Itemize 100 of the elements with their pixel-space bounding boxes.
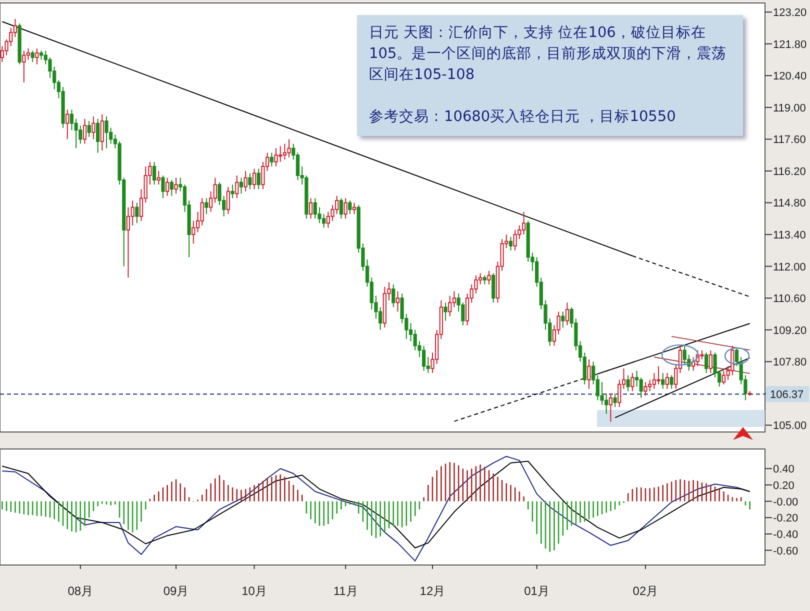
candlestick <box>482 274 486 285</box>
candlestick <box>26 48 30 60</box>
candlestick <box>730 345 734 376</box>
candlestick <box>78 125 82 144</box>
y-tick-label: 105.00 <box>773 420 807 432</box>
candlestick <box>352 202 356 215</box>
candlestick <box>682 345 686 364</box>
candlestick <box>170 180 174 196</box>
candlestick <box>344 198 348 220</box>
candlestick <box>452 290 456 308</box>
candlestick <box>392 284 396 308</box>
y-tick-label: -0.00 <box>773 496 798 508</box>
candlestick <box>613 392 617 408</box>
candlestick <box>474 274 478 294</box>
candlestick <box>661 372 665 390</box>
candlestick <box>600 382 604 406</box>
y-tick-label: 120.40 <box>773 70 807 83</box>
y-tick-label: 116.20 <box>773 166 806 178</box>
x-tick-label: 02月 <box>632 584 658 598</box>
candlestick <box>82 118 87 144</box>
candlestick <box>92 116 96 140</box>
y-tick-label: 109.20 <box>773 324 807 337</box>
candlestick <box>96 118 100 154</box>
candlestick <box>656 366 660 385</box>
candlestick <box>670 374 674 390</box>
candlestick <box>30 50 34 63</box>
candlestick <box>66 109 70 140</box>
candlestick <box>226 186 230 215</box>
candlestick <box>704 352 708 374</box>
y-tick-label: 107.80 <box>773 356 807 369</box>
candlestick <box>508 236 513 251</box>
candlestick <box>161 175 165 199</box>
candlestick <box>244 170 248 192</box>
candlestick <box>152 161 156 186</box>
candlestick <box>126 206 130 278</box>
candlestick <box>513 229 517 251</box>
candlestick <box>492 272 496 304</box>
candlestick <box>700 350 704 360</box>
candlestick <box>644 382 648 396</box>
candlestick <box>22 50 26 83</box>
candlestick <box>608 392 612 422</box>
annotation: 参考交易：10680买入轻仓日元 ，目标10550 <box>369 108 677 127</box>
candlestick <box>135 202 139 224</box>
candlestick <box>274 148 278 167</box>
candlestick <box>713 352 717 378</box>
candlestick <box>708 350 712 374</box>
candlestick <box>626 374 630 392</box>
candlestick <box>13 18 18 38</box>
y-tick-label: 112.00 <box>773 261 806 274</box>
y-tick-label: 0.20 <box>773 480 794 492</box>
y-tick-label: -0.60 <box>773 545 798 558</box>
candlestick <box>287 138 291 158</box>
candlestick <box>100 114 104 152</box>
ref-line-label: 106.37 <box>770 389 804 402</box>
y-tick-label: -0.20 <box>773 512 798 525</box>
candlestick <box>35 48 39 65</box>
candlestick <box>561 311 565 328</box>
candlestick <box>522 211 526 236</box>
y-tick-label: 113.40 <box>773 230 806 242</box>
candlestick <box>634 370 639 388</box>
y-tick-label: 117.60 <box>773 134 806 146</box>
candlestick <box>444 302 448 322</box>
candlestick <box>218 182 222 206</box>
y-tick-label: 0.40 <box>773 464 794 476</box>
x-tick-label: 11月 <box>333 584 358 598</box>
candlestick <box>630 372 634 392</box>
x-tick-label: 10月 <box>242 584 267 598</box>
candlestick <box>487 270 491 285</box>
candlestick <box>296 152 300 181</box>
x-tick-label: 08月 <box>68 584 94 598</box>
candlestick <box>587 358 591 390</box>
y-tick-label: 110.60 <box>773 293 806 306</box>
x-tick-label: 12月 <box>420 584 446 598</box>
y-tick-label: -0.40 <box>773 528 798 541</box>
candlestick <box>396 290 400 312</box>
candlestick <box>156 170 160 186</box>
y-tick-label: 119.00 <box>773 102 806 114</box>
candlestick <box>448 295 452 317</box>
candlestick <box>261 161 265 190</box>
candlestick <box>722 370 726 385</box>
candlestick <box>39 50 44 60</box>
y-tick-label: 121.80 <box>773 38 807 51</box>
candlestick <box>248 172 252 190</box>
line-series <box>2 460 750 548</box>
candlestick <box>308 198 313 220</box>
candlestick <box>192 220 196 244</box>
x-tick-label: 09月 <box>163 584 189 598</box>
x-tick-label: 01月 <box>524 584 550 598</box>
candlestick <box>166 177 170 196</box>
candlestick <box>422 345 426 372</box>
candlestick <box>565 302 570 326</box>
candlestick <box>256 168 260 190</box>
y-tick-label: 123.20 <box>773 7 807 20</box>
candlestick <box>639 377 643 398</box>
candlestick <box>235 175 239 199</box>
candlestick <box>339 198 344 220</box>
candlestick <box>282 143 287 160</box>
candlestick <box>665 372 670 390</box>
candlestick <box>87 120 91 138</box>
y-tick-label: 114.80 <box>773 198 806 210</box>
